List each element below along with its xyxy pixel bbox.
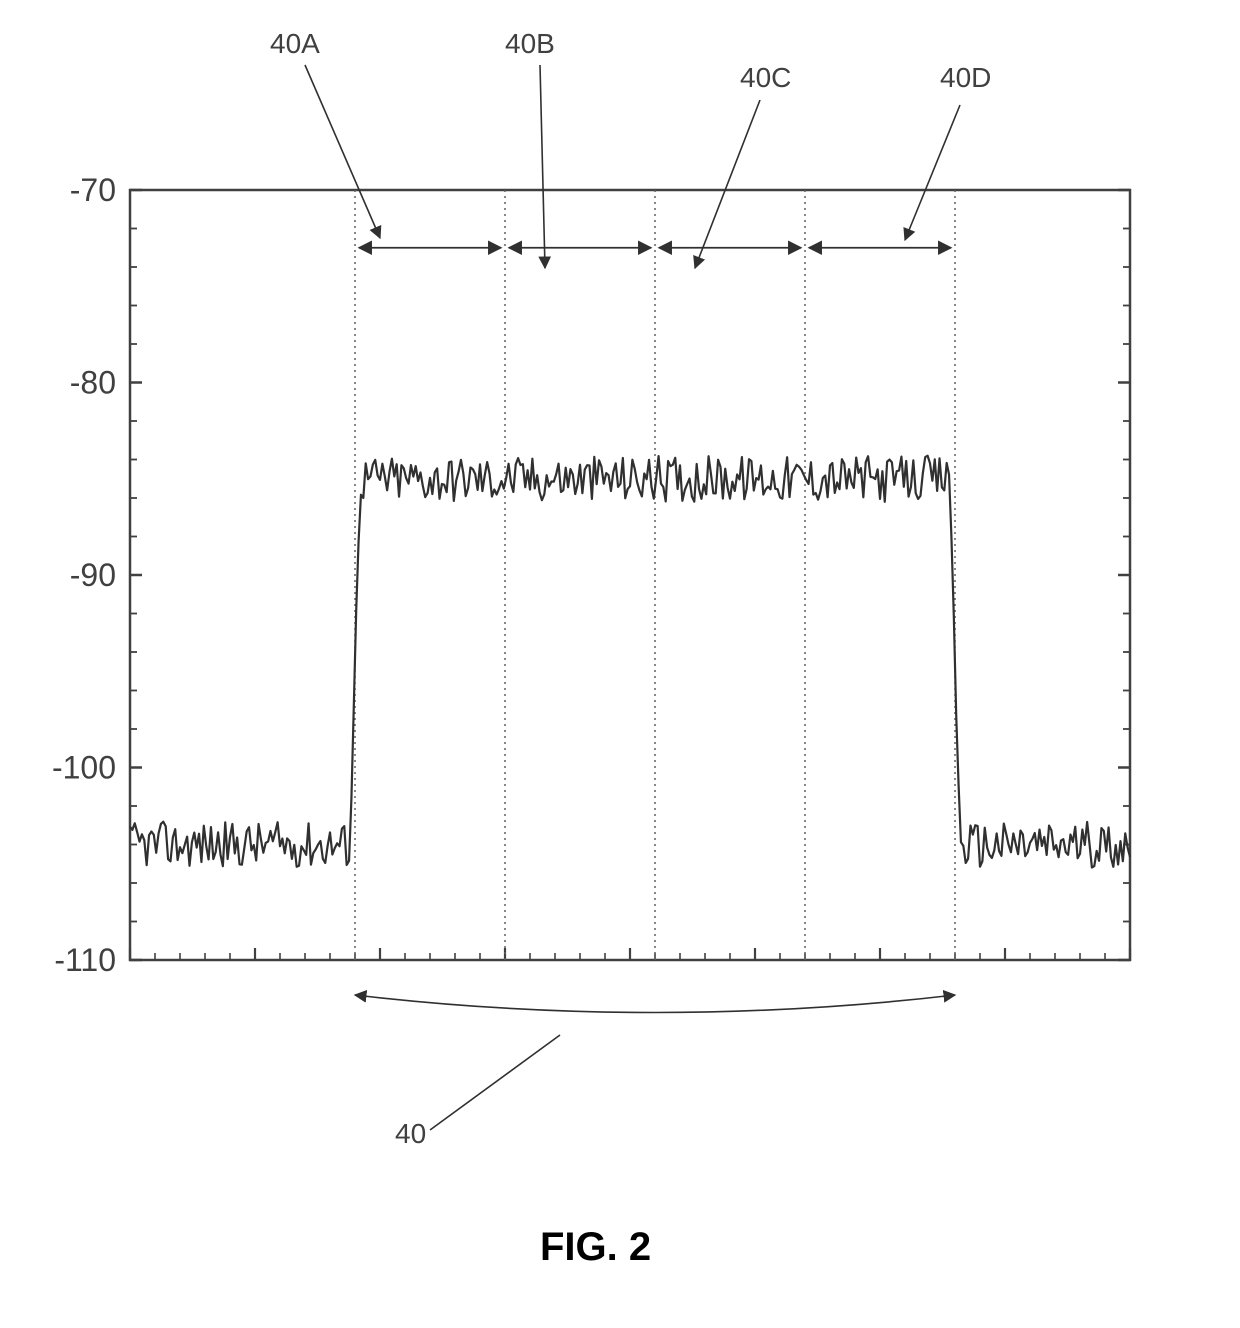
leader-40B	[540, 65, 545, 268]
callout-label-40D: 40D	[940, 62, 991, 94]
callout-label-40: 40	[395, 1118, 426, 1150]
leader-40A	[305, 65, 380, 238]
y-axis-tick-label: -90	[70, 557, 116, 593]
y-axis-tick-label: -100	[52, 750, 116, 786]
figure-caption: FIG. 2	[540, 1225, 651, 1270]
y-axis-tick-label: -110	[54, 942, 116, 978]
signal-trace	[130, 456, 1130, 868]
leader-40C	[695, 100, 760, 268]
y-axis-tick-label: -80	[70, 365, 116, 401]
callout-label-40A: 40A	[270, 28, 320, 60]
callout-label-40C: 40C	[740, 62, 791, 94]
leader-40D	[905, 105, 960, 240]
total-span-arrow	[355, 995, 955, 1013]
figure-container: -70 -80 -90 -100 -110 40A 40B 40C 40D 40 FIG…	[0, 0, 1240, 1328]
leader-40-total	[430, 1035, 560, 1130]
spectrum-chart: -70 -80 -90 -100 -110	[0, 0, 1240, 1328]
y-axis-tick-label: -70	[70, 172, 116, 208]
callout-label-40B: 40B	[505, 28, 555, 60]
